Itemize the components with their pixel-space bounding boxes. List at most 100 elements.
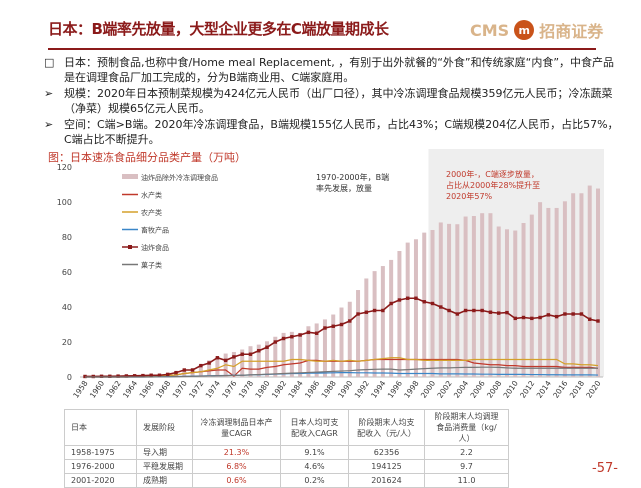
data-point: [406, 297, 409, 300]
table-header: 日本: [65, 410, 137, 446]
data-point: [530, 317, 533, 320]
data-point: [282, 337, 285, 340]
bar: [497, 227, 501, 378]
data-point: [497, 311, 500, 314]
data-point: [315, 332, 318, 335]
data-point: [365, 311, 368, 314]
y-tick-label: 120: [57, 163, 72, 172]
legend-label: 油炸食品: [141, 243, 169, 252]
x-tick-label: 2010: [502, 379, 520, 400]
bar: [579, 193, 583, 377]
data-point: [547, 313, 550, 316]
data-point: [480, 309, 483, 312]
cell: 2.2: [425, 446, 509, 460]
legend-label: 菓子类: [141, 261, 162, 270]
data-point: [216, 356, 219, 359]
bar: [455, 224, 459, 377]
x-tick-label: 1974: [204, 379, 222, 400]
data-point: [398, 298, 401, 301]
data-point: [323, 326, 326, 329]
bar: [530, 215, 534, 377]
data-point: [456, 312, 459, 315]
bar: [373, 271, 377, 377]
y-tick-label: 60: [62, 268, 72, 277]
cell: 21.3%: [193, 446, 281, 460]
x-tick-label: 1992: [353, 379, 371, 400]
cell: 9.1%: [281, 446, 349, 460]
cell: 1958-1975: [65, 446, 137, 460]
data-point: [348, 319, 351, 322]
y-tick-label: 0: [67, 373, 72, 382]
bar: [215, 357, 219, 377]
bar: [464, 217, 468, 377]
legend-label: 水产类: [141, 191, 162, 200]
legend-marker: [128, 245, 132, 249]
bar: [331, 315, 335, 377]
x-tick-label: 2016: [551, 379, 569, 400]
data-point: [580, 312, 583, 315]
x-tick-label: 1994: [369, 379, 387, 400]
x-tick-label: 2008: [485, 379, 503, 400]
x-tick-label: 1980: [253, 379, 271, 400]
data-point: [464, 309, 467, 312]
cell: 194125: [349, 460, 425, 474]
data-point: [332, 325, 335, 328]
x-tick-label: 1982: [270, 379, 288, 400]
data-point: [174, 371, 177, 374]
legend-swatch: [122, 174, 138, 179]
y-tick-label: 80: [62, 233, 72, 242]
x-tick-label: 1998: [402, 379, 420, 400]
bar: [298, 333, 302, 377]
table-header-row: 日本 发展阶段 冷冻调理制品日本产量CAGR 日本人均可支配收入CAGR 阶段期…: [65, 410, 509, 446]
data-point: [522, 316, 525, 319]
x-tick-label: 1970: [171, 379, 189, 400]
x-tick-label: 1962: [104, 379, 122, 400]
bar: [513, 231, 517, 377]
x-tick-label: 2004: [452, 379, 470, 400]
cell: 4.6%: [281, 460, 349, 474]
x-tick-label: 2014: [535, 379, 553, 400]
x-tick-label: 2000: [419, 379, 437, 400]
x-tick-label: 1958: [71, 379, 89, 400]
data-point: [356, 312, 359, 315]
table-header: 冷冻调理制品日本产量CAGR: [193, 410, 281, 446]
data-point: [290, 335, 293, 338]
bar: [356, 290, 360, 377]
bar: [414, 239, 418, 377]
data-point: [265, 346, 268, 349]
x-tick-label: 1990: [336, 379, 354, 400]
data-point: [431, 302, 434, 305]
legend-label: 畜牧产品: [141, 226, 169, 235]
data-point: [249, 353, 252, 356]
data-point: [224, 359, 227, 362]
bar: [381, 266, 385, 377]
chart: 0204060801001201958196019621964196619681…: [0, 0, 641, 410]
x-tick-label: 1978: [237, 379, 255, 400]
bar: [546, 208, 550, 377]
data-point: [307, 331, 310, 334]
x-tick-label: 2020: [584, 379, 602, 400]
y-tick-label: 100: [57, 198, 72, 207]
data-point: [232, 355, 235, 358]
x-tick-label: 1986: [303, 379, 321, 400]
bar: [488, 213, 492, 377]
bar: [340, 308, 344, 377]
bar: [472, 216, 476, 377]
cell: 62356: [349, 446, 425, 460]
y-tick-label: 40: [62, 303, 72, 312]
bar: [290, 332, 294, 377]
legend-label: 油炸品除外冷冻调理食品: [141, 173, 218, 182]
data-point: [207, 361, 210, 364]
data-point: [166, 373, 169, 376]
data-point: [514, 317, 517, 320]
data-point: [340, 323, 343, 326]
bar: [571, 193, 575, 377]
data-point: [588, 318, 591, 321]
data-point: [563, 312, 566, 315]
x-tick-label: 1960: [88, 379, 106, 400]
data-point: [571, 312, 574, 315]
cell: 平稳发展期: [137, 460, 193, 474]
x-tick-label: 1988: [320, 379, 338, 400]
x-tick-label: 1996: [386, 379, 404, 400]
cell: 1976-2000: [65, 460, 137, 474]
